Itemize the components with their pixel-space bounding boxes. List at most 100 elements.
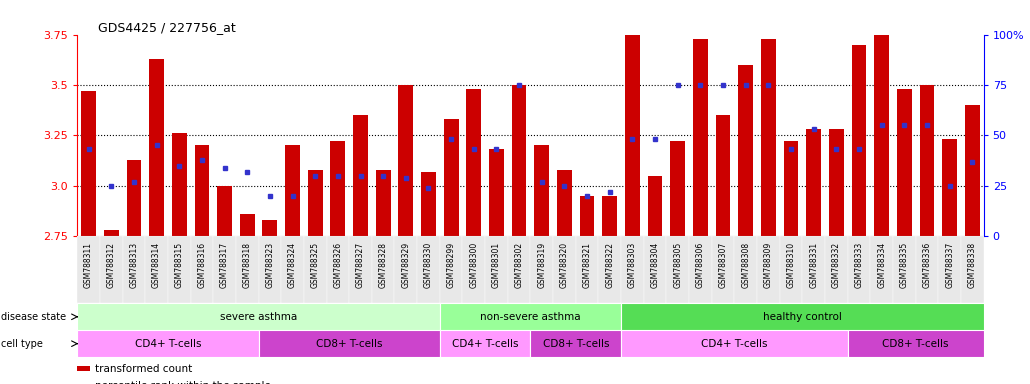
Bar xyxy=(489,149,504,236)
Text: GSM788325: GSM788325 xyxy=(311,242,319,288)
Bar xyxy=(712,236,734,303)
Text: GSM788326: GSM788326 xyxy=(334,242,342,288)
Text: GSM788331: GSM788331 xyxy=(810,242,818,288)
Bar xyxy=(240,214,254,236)
Text: GSM788335: GSM788335 xyxy=(900,242,908,288)
Text: GSM788311: GSM788311 xyxy=(84,242,93,288)
Bar xyxy=(693,39,708,236)
Bar xyxy=(893,236,916,303)
Text: GSM788302: GSM788302 xyxy=(515,242,523,288)
Bar xyxy=(621,236,644,303)
Bar xyxy=(236,236,259,303)
Text: GSM788304: GSM788304 xyxy=(651,242,659,288)
Text: GSM788313: GSM788313 xyxy=(130,242,138,288)
Bar xyxy=(671,141,685,236)
Bar xyxy=(916,236,938,303)
Bar xyxy=(739,65,753,236)
Text: GSM788320: GSM788320 xyxy=(560,242,569,288)
Text: CD8+ T-cells: CD8+ T-cells xyxy=(883,339,949,349)
Bar xyxy=(399,85,413,236)
Bar xyxy=(598,236,621,303)
Text: GSM788308: GSM788308 xyxy=(742,242,750,288)
Bar xyxy=(127,160,141,236)
Bar xyxy=(444,119,458,236)
Bar xyxy=(104,230,118,236)
Bar xyxy=(734,236,757,303)
Text: GSM788317: GSM788317 xyxy=(220,242,229,288)
Bar xyxy=(394,236,417,303)
Bar xyxy=(621,303,984,330)
Bar xyxy=(462,236,485,303)
Bar xyxy=(716,115,730,236)
Bar xyxy=(761,39,776,236)
Text: non-severe asthma: non-severe asthma xyxy=(480,312,581,322)
Bar xyxy=(77,303,440,330)
Text: disease state: disease state xyxy=(1,312,66,322)
Bar xyxy=(308,170,322,236)
Bar xyxy=(625,35,640,236)
Bar xyxy=(848,330,984,357)
Bar xyxy=(259,236,281,303)
Text: severe asthma: severe asthma xyxy=(219,312,297,322)
Text: CD4+ T-cells: CD4+ T-cells xyxy=(452,339,518,349)
Bar xyxy=(145,236,168,303)
Text: GSM788303: GSM788303 xyxy=(628,242,637,288)
Text: GSM788336: GSM788336 xyxy=(923,242,931,288)
Text: GSM788309: GSM788309 xyxy=(764,242,772,288)
Bar xyxy=(848,236,870,303)
Text: GSM788299: GSM788299 xyxy=(447,242,455,288)
Bar xyxy=(259,330,440,357)
Bar xyxy=(535,146,549,236)
Text: GSM788307: GSM788307 xyxy=(719,242,727,288)
Text: GSM788328: GSM788328 xyxy=(379,242,387,288)
Text: GSM788329: GSM788329 xyxy=(402,242,410,288)
Text: GSM788327: GSM788327 xyxy=(356,242,365,288)
Text: CD8+ T-cells: CD8+ T-cells xyxy=(543,339,609,349)
Bar xyxy=(961,236,984,303)
Bar xyxy=(802,236,825,303)
Bar xyxy=(852,45,866,236)
Bar xyxy=(603,196,617,236)
Bar xyxy=(281,236,304,303)
Bar xyxy=(580,196,594,236)
Bar xyxy=(123,236,145,303)
Bar xyxy=(942,139,957,236)
Text: GSM788318: GSM788318 xyxy=(243,242,251,288)
Bar xyxy=(829,129,844,236)
Text: GSM788300: GSM788300 xyxy=(470,242,478,288)
Text: GSM788306: GSM788306 xyxy=(696,242,705,288)
Bar xyxy=(440,330,530,357)
Text: GSM788323: GSM788323 xyxy=(266,242,274,288)
Text: GSM788301: GSM788301 xyxy=(492,242,501,288)
Text: GSM788305: GSM788305 xyxy=(674,242,682,288)
Bar xyxy=(417,236,440,303)
Bar xyxy=(965,105,980,236)
Bar xyxy=(217,186,232,236)
Text: healthy control: healthy control xyxy=(763,312,842,322)
Text: CD8+ T-cells: CD8+ T-cells xyxy=(316,339,382,349)
Text: GSM788319: GSM788319 xyxy=(538,242,546,288)
Text: CD4+ T-cells: CD4+ T-cells xyxy=(135,339,201,349)
Bar xyxy=(576,236,598,303)
Bar xyxy=(644,236,666,303)
Text: percentile rank within the sample: percentile rank within the sample xyxy=(95,381,271,384)
Text: GSM788332: GSM788332 xyxy=(832,242,840,288)
Bar xyxy=(557,170,572,236)
Bar xyxy=(825,236,848,303)
Text: GSM788338: GSM788338 xyxy=(968,242,976,288)
Bar xyxy=(168,236,191,303)
Text: GSM788322: GSM788322 xyxy=(606,242,614,288)
Bar xyxy=(757,236,780,303)
Bar xyxy=(938,236,961,303)
Text: GSM788321: GSM788321 xyxy=(583,242,591,288)
Bar xyxy=(263,220,277,236)
Text: GSM788312: GSM788312 xyxy=(107,242,115,288)
Bar xyxy=(780,236,802,303)
Bar xyxy=(349,236,372,303)
Bar xyxy=(172,133,186,236)
Bar xyxy=(440,303,621,330)
Bar xyxy=(508,236,530,303)
Text: GSM788330: GSM788330 xyxy=(424,242,433,288)
Bar xyxy=(77,330,259,357)
Bar xyxy=(372,236,394,303)
